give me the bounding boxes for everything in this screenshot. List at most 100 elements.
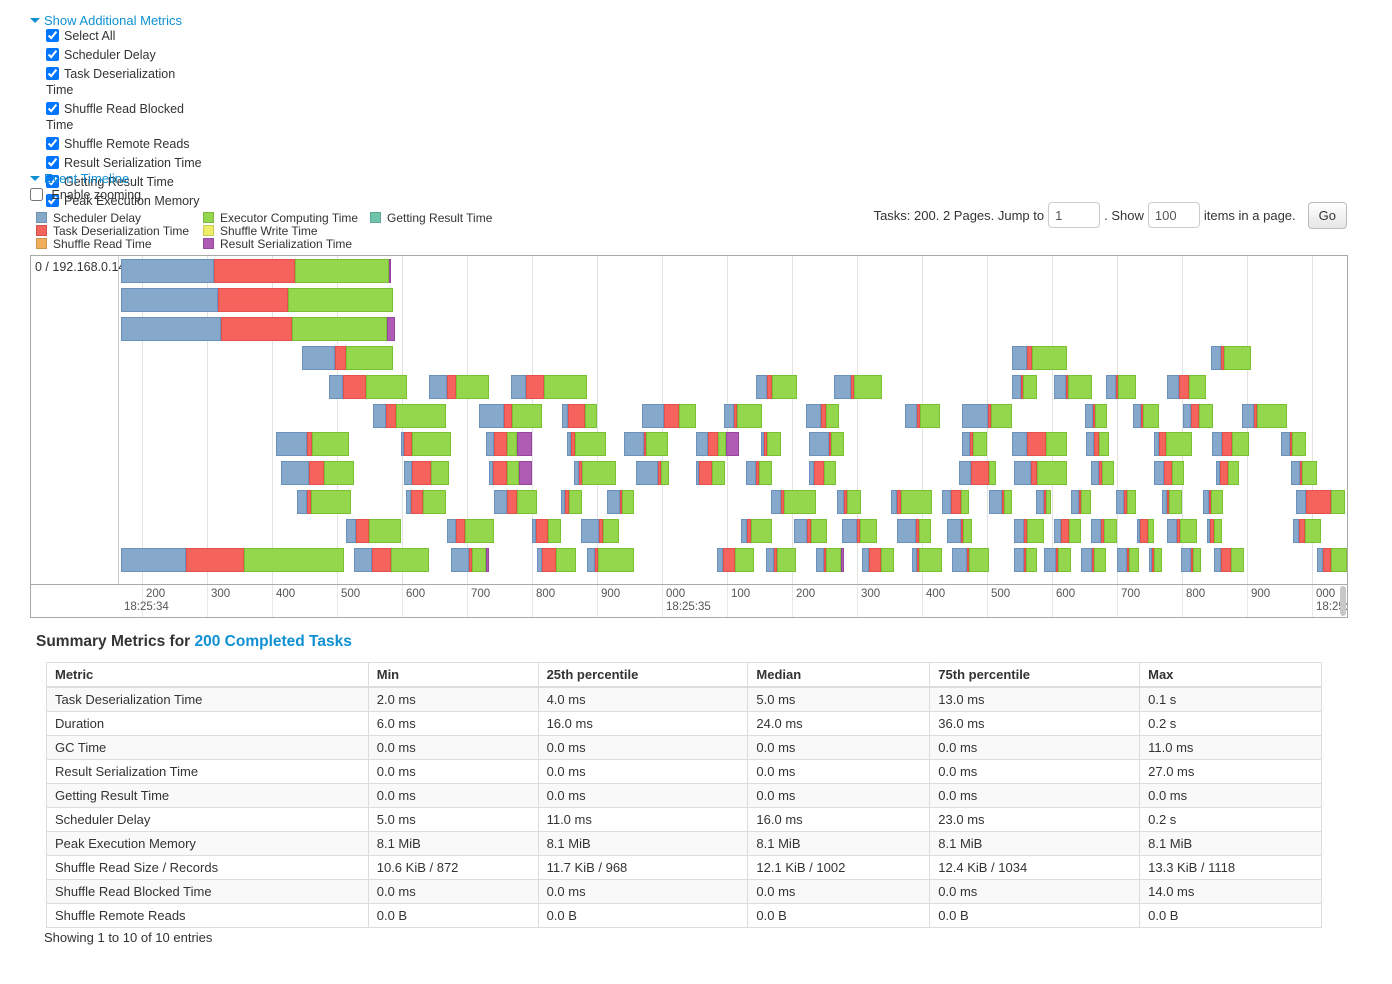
task-bar[interactable] bbox=[297, 490, 351, 514]
task-bar[interactable] bbox=[1317, 548, 1347, 572]
task-bar[interactable] bbox=[1162, 490, 1182, 514]
task-bar[interactable] bbox=[842, 519, 877, 543]
task-bar[interactable] bbox=[724, 404, 762, 428]
task-bar[interactable] bbox=[624, 432, 668, 456]
task-bar[interactable] bbox=[1207, 519, 1222, 543]
task-bar[interactable] bbox=[1154, 461, 1184, 485]
task-bar[interactable] bbox=[806, 404, 839, 428]
task-bar[interactable] bbox=[404, 461, 449, 485]
task-bar[interactable] bbox=[1012, 375, 1037, 399]
task-bar[interactable] bbox=[1296, 490, 1345, 514]
task-bar[interactable] bbox=[537, 548, 576, 572]
metric-checkbox[interactable] bbox=[46, 137, 59, 150]
task-bar[interactable] bbox=[1154, 432, 1192, 456]
task-bar[interactable] bbox=[912, 548, 942, 572]
task-bar[interactable] bbox=[607, 490, 634, 514]
task-bar[interactable] bbox=[1014, 461, 1067, 485]
task-bar[interactable] bbox=[121, 288, 393, 312]
task-bar[interactable] bbox=[1183, 404, 1213, 428]
task-bar[interactable] bbox=[771, 490, 816, 514]
task-bar[interactable] bbox=[1116, 490, 1136, 514]
task-bar[interactable] bbox=[451, 548, 489, 572]
task-bar[interactable] bbox=[1012, 346, 1067, 370]
task-bar[interactable] bbox=[276, 432, 349, 456]
metric-checkbox[interactable] bbox=[46, 67, 59, 80]
task-bar[interactable] bbox=[1054, 375, 1092, 399]
metric-checkbox[interactable] bbox=[46, 102, 59, 115]
task-bar[interactable] bbox=[642, 404, 696, 428]
task-bar[interactable] bbox=[834, 375, 882, 399]
task-bar[interactable] bbox=[1211, 346, 1251, 370]
task-bar[interactable] bbox=[429, 375, 489, 399]
task-bar[interactable] bbox=[401, 432, 451, 456]
task-bar[interactable] bbox=[696, 432, 739, 456]
task-bar[interactable] bbox=[532, 519, 561, 543]
task-bar[interactable] bbox=[587, 548, 634, 572]
task-bar[interactable] bbox=[1214, 548, 1244, 572]
task-bar[interactable] bbox=[962, 432, 987, 456]
task-bar[interactable] bbox=[1149, 548, 1162, 572]
task-bar[interactable] bbox=[406, 490, 446, 514]
task-bar[interactable] bbox=[479, 404, 542, 428]
task-bar[interactable] bbox=[891, 490, 932, 514]
task-bar[interactable] bbox=[947, 519, 972, 543]
task-bar[interactable] bbox=[561, 490, 582, 514]
task-bar[interactable] bbox=[1071, 490, 1091, 514]
metric-checkbox[interactable] bbox=[46, 29, 59, 42]
task-bar[interactable] bbox=[486, 432, 532, 456]
task-bar[interactable] bbox=[574, 461, 616, 485]
task-bar[interactable] bbox=[756, 375, 797, 399]
task-bar[interactable] bbox=[1036, 490, 1051, 514]
task-bar[interactable] bbox=[346, 519, 401, 543]
task-bar[interactable] bbox=[942, 490, 969, 514]
task-bar[interactable] bbox=[494, 490, 537, 514]
enable-zooming-checkbox[interactable] bbox=[30, 188, 43, 201]
task-bar[interactable] bbox=[741, 519, 772, 543]
metric-checkbox[interactable] bbox=[46, 194, 59, 207]
task-bar[interactable] bbox=[746, 461, 772, 485]
task-bar[interactable] bbox=[766, 548, 796, 572]
task-bar[interactable] bbox=[1044, 548, 1071, 572]
task-bar[interactable] bbox=[962, 404, 1012, 428]
task-bar[interactable] bbox=[862, 548, 894, 572]
task-bar[interactable] bbox=[567, 432, 606, 456]
task-bar[interactable] bbox=[794, 519, 827, 543]
task-bar[interactable] bbox=[1167, 519, 1197, 543]
task-bar[interactable] bbox=[354, 548, 429, 572]
go-button[interactable]: Go bbox=[1307, 201, 1347, 229]
task-bar[interactable] bbox=[281, 461, 354, 485]
timeline-scrollbar[interactable] bbox=[1340, 586, 1346, 616]
task-bar[interactable] bbox=[989, 490, 1012, 514]
task-bar[interactable] bbox=[489, 461, 532, 485]
task-bar[interactable] bbox=[1181, 548, 1201, 572]
task-bar[interactable] bbox=[329, 375, 407, 399]
task-bar[interactable] bbox=[905, 404, 940, 428]
task-bar[interactable] bbox=[717, 548, 754, 572]
task-bar[interactable] bbox=[562, 404, 597, 428]
task-bar[interactable] bbox=[1291, 461, 1317, 485]
items-per-page-input[interactable] bbox=[1147, 202, 1200, 228]
task-bar[interactable] bbox=[837, 490, 861, 514]
task-bar[interactable] bbox=[1281, 432, 1306, 456]
task-bar[interactable] bbox=[1091, 519, 1117, 543]
task-bar[interactable] bbox=[1293, 519, 1321, 543]
task-bar[interactable] bbox=[761, 432, 781, 456]
task-bar[interactable] bbox=[1014, 548, 1037, 572]
task-bar[interactable] bbox=[1133, 404, 1159, 428]
task-bar[interactable] bbox=[121, 317, 395, 341]
task-bar[interactable] bbox=[809, 432, 844, 456]
task-bar[interactable] bbox=[373, 404, 446, 428]
task-bar[interactable] bbox=[1212, 432, 1249, 456]
metric-checkbox[interactable] bbox=[46, 156, 59, 169]
task-bar[interactable] bbox=[809, 461, 836, 485]
task-bar[interactable] bbox=[121, 259, 391, 283]
event-timeline-toggle[interactable]: Event Timeline bbox=[30, 170, 129, 188]
jump-to-page-input[interactable] bbox=[1048, 202, 1101, 228]
task-bar[interactable] bbox=[897, 519, 931, 543]
show-additional-metrics-toggle[interactable]: Show Additional Metrics bbox=[30, 12, 182, 30]
completed-tasks-link[interactable]: 200 Completed Tasks bbox=[194, 633, 352, 650]
task-bar[interactable] bbox=[581, 519, 619, 543]
task-bar[interactable] bbox=[447, 519, 494, 543]
task-bar[interactable] bbox=[1086, 432, 1109, 456]
task-bar[interactable] bbox=[511, 375, 587, 399]
